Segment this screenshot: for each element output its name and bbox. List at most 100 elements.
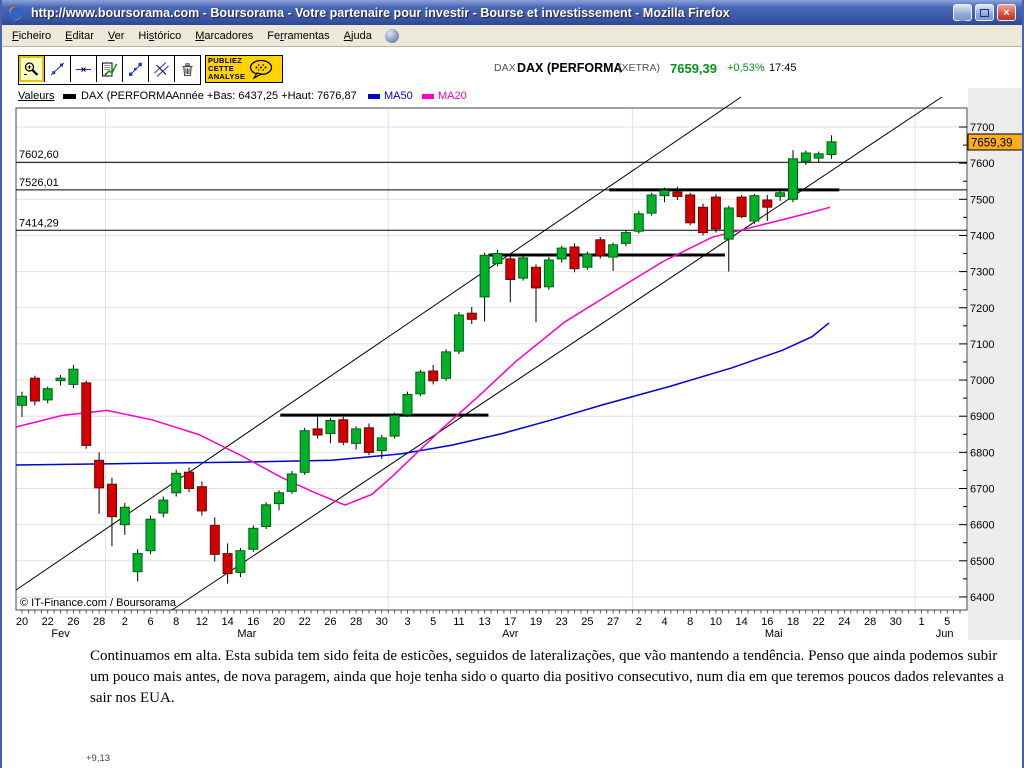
ma20-line [15, 206, 831, 506]
chart-copyright: © IT-Finance.com / Boursorama [20, 597, 177, 609]
firefox-icon [7, 4, 24, 21]
h-gridlines [16, 126, 967, 598]
y-axis: 6400 6500 6600 6700 6800 6900 7000 7100 7200 7300… [959, 122, 994, 604]
svg-text:7100: 7100 [970, 339, 994, 351]
ma50-line [15, 322, 830, 466]
svg-text:11: 11 [453, 616, 464, 628]
legend-ma50-label[interactable]: MA50 [384, 90, 413, 102]
svg-text:8: 8 [173, 616, 179, 628]
page-content: PUBLIEZ CETTE ANALYSE DAX DAX (PERFORMA (X… [2, 48, 1022, 768]
legend-year-range: Année +Bas: 6437,25 +Haut: 7676,87 [172, 90, 357, 102]
svg-text:28: 28 [93, 616, 105, 628]
title-bar[interactable]: http://www.boursorama.com - Boursorama -… [2, 0, 1022, 25]
svg-text:30: 30 [376, 616, 388, 628]
svg-text:23: 23 [556, 616, 568, 628]
svg-text:Mai: Mai [765, 628, 783, 640]
svg-text:28: 28 [350, 616, 362, 628]
menu-item-ferramentas[interactable]: Ferramentas [267, 29, 330, 42]
trend-lines[interactable] [15, 96, 943, 611]
price-chart[interactable]: 7602,60 7526,01 7414,29 6400 6500 6600 6700 680… [2, 88, 1024, 640]
throbber-icon [384, 28, 399, 43]
svg-text:2: 2 [122, 616, 128, 628]
zoom-tool-button[interactable] [19, 56, 45, 82]
month-gridlines [105, 108, 916, 610]
menu-item-editar[interactable]: Editar [65, 29, 94, 42]
consolidation-segments[interactable] [280, 188, 840, 417]
svg-text:7602,60: 7602,60 [19, 149, 59, 161]
quote-exchange-small: DAX [494, 62, 516, 74]
svg-text:7000: 7000 [970, 375, 994, 387]
ma20-swatch [422, 94, 434, 99]
svg-text:6800: 6800 [970, 447, 994, 459]
svg-text:14: 14 [735, 616, 747, 628]
y-axis-strip [968, 88, 1022, 640]
menu-item-historico[interactable]: Histórico [138, 29, 182, 42]
svg-text:7414,29: 7414,29 [19, 217, 59, 229]
svg-text:7300: 7300 [970, 267, 994, 279]
svg-text:1: 1 [918, 616, 924, 628]
svg-text:8: 8 [687, 616, 693, 628]
svg-text:4: 4 [661, 616, 667, 628]
legend-values-link[interactable]: Valeurs [18, 90, 55, 102]
svg-text:6700: 6700 [970, 484, 994, 496]
current-price-box: 7659,39 [967, 133, 1022, 151]
svg-text:5: 5 [944, 616, 950, 628]
restore-button[interactable] [975, 4, 994, 21]
svg-text:7526,01: 7526,01 [19, 177, 59, 189]
plot-frame [15, 107, 968, 611]
svg-text:5: 5 [430, 616, 436, 628]
svg-text:7500: 7500 [970, 194, 994, 206]
publish-analysis-button[interactable]: PUBLIEZ CETTE ANALYSE [205, 55, 283, 83]
svg-text:6500: 6500 [970, 556, 994, 568]
svg-text:Avr: Avr [502, 628, 519, 640]
horizontal-line-tool-button[interactable] [71, 56, 97, 82]
legend-ma20-label[interactable]: MA20 [438, 90, 467, 102]
svg-text:22: 22 [299, 616, 311, 628]
svg-text:3: 3 [404, 616, 410, 628]
svg-text:17: 17 [504, 616, 516, 628]
svg-text:28: 28 [864, 616, 876, 628]
minimize-button[interactable]: _ [953, 4, 972, 22]
svg-text:10: 10 [710, 616, 722, 628]
close-button[interactable]: × [997, 4, 1016, 21]
ma50-swatch [368, 94, 380, 99]
svg-text:2: 2 [636, 616, 642, 628]
chart-toolbar [18, 55, 201, 85]
delete-tool-button[interactable] [175, 56, 200, 82]
svg-text:19: 19 [530, 616, 542, 628]
quote-change-percent: +0,53% [727, 62, 765, 74]
trendline-tool-button[interactable] [45, 56, 71, 82]
resize-tool-button[interactable] [123, 56, 149, 82]
svg-text:6900: 6900 [970, 411, 994, 423]
svg-text:6600: 6600 [970, 520, 994, 532]
quote-header: DAX DAX (PERFORMA (XETRA) 7659,39 +0,53%… [2, 61, 1012, 80]
publish-analysis-label: PUBLIEZ CETTE ANALYSE [208, 56, 246, 81]
svg-text:14: 14 [221, 616, 233, 628]
window-title: http://www.boursorama.com - Boursorama -… [31, 5, 730, 20]
svg-text:24: 24 [838, 616, 850, 628]
x-axis: 20 22 26 28 2 6 8 12 14 16 20 22 26 28 30 3 5 11 13 17 19 23 2… [16, 610, 961, 640]
menu-bar: Ficheiro Editar Ver Histórico Marcadores Ferr… [2, 25, 1022, 47]
menu-item-marcadores[interactable]: Marcadores [195, 29, 254, 42]
legend-series-label: DAX (PERFORMA [81, 90, 173, 102]
svg-text:7400: 7400 [970, 230, 994, 242]
menu-item-ver[interactable]: Ver [107, 29, 125, 42]
chart-legend: Valeurs DAX (PERFORMA Année +Bas: 6437,2… [2, 90, 1012, 105]
svg-text:20: 20 [273, 616, 285, 628]
svg-text:7600: 7600 [970, 158, 994, 170]
menu-item-ajuda[interactable]: Ajuda [343, 29, 372, 42]
svg-text:20: 20 [16, 616, 28, 628]
svg-text:26: 26 [67, 616, 79, 628]
svg-text:16: 16 [761, 616, 773, 628]
svg-text:Fev: Fev [51, 628, 70, 640]
indicator-tool-button[interactable] [97, 56, 123, 82]
svg-text:30: 30 [890, 616, 902, 628]
candlesticks [17, 135, 837, 584]
menu-item-ficheiro[interactable]: Ficheiro [12, 29, 52, 42]
parallel-lines-tool-button[interactable] [149, 56, 175, 82]
svg-text:7659,39: 7659,39 [971, 138, 1013, 150]
commentary-text: Continuamos em alta. Esta subida tem sid… [90, 648, 1004, 706]
svg-text:6: 6 [147, 616, 153, 628]
svg-text:7700: 7700 [970, 122, 994, 134]
